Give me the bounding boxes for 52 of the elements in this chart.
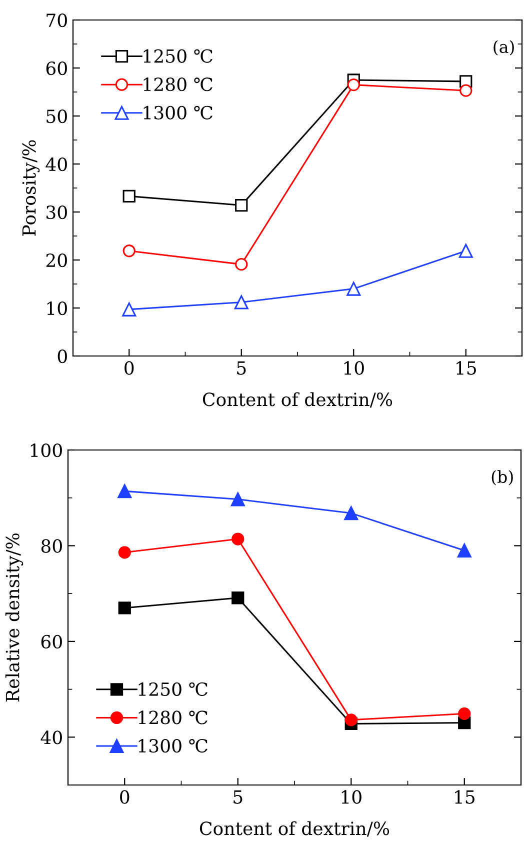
legend-label: 1300 ℃ [138, 738, 208, 753]
legend-label: 1300 ℃ [144, 106, 212, 120]
y-tick-label: 60 [41, 634, 62, 649]
x-tick-label: 10 [342, 790, 362, 804]
point [235, 198, 248, 212]
y-tick-label: 60 [46, 61, 67, 76]
legend-label: 1280 ℃ [144, 78, 212, 92]
x-tick-label: 0 [120, 790, 130, 804]
point [344, 506, 358, 520]
point [122, 244, 136, 258]
y-axis-title: Relative density/% [5, 533, 24, 702]
x-tick-label: 0 [124, 361, 134, 375]
x-tick-label: 10 [344, 361, 364, 375]
point [457, 543, 472, 558]
y-tick-label: 40 [40, 730, 62, 744]
point [234, 295, 248, 310]
point [344, 714, 358, 726]
x-tick-label: 5 [234, 790, 242, 804]
legend-label: 1250 ℃ [144, 49, 212, 63]
point [346, 282, 361, 296]
annotation: (a) [494, 40, 514, 56]
point [235, 258, 248, 271]
legend-label: 1280 ℃ [138, 710, 208, 724]
x-tick-label: 15 [455, 790, 474, 804]
x-axis-title: Content of dextrin/% [202, 392, 392, 408]
x-axis-title: Content of dextrin/% [200, 821, 390, 837]
y-tick-label: 0 [58, 349, 67, 364]
point [118, 546, 131, 559]
point [118, 602, 131, 614]
point [232, 592, 244, 604]
y-tick-label: 100 [30, 443, 62, 458]
point [230, 492, 245, 506]
point [458, 707, 471, 720]
point [122, 302, 136, 316]
point [458, 244, 473, 258]
y-axis-title: Porosity/% [22, 140, 40, 236]
y-tick-label: 10 [47, 301, 67, 316]
x-tick-label: 15 [456, 361, 476, 375]
legend-label: 1250 ℃ [138, 682, 208, 696]
y-tick-label: 40 [46, 157, 67, 172]
y-tick-label: 80 [41, 539, 62, 553]
y-tick-label: 30 [46, 205, 67, 220]
x-tick-label: 5 [237, 361, 246, 375]
y-tick-label: 70 [46, 13, 67, 28]
annotation: (b) [492, 470, 513, 486]
point [232, 532, 244, 546]
y-tick-label: 20 [46, 253, 67, 268]
point [122, 190, 136, 202]
point [118, 484, 132, 498]
point [347, 78, 360, 92]
point [460, 84, 472, 97]
y-tick-label: 50 [46, 109, 67, 124]
